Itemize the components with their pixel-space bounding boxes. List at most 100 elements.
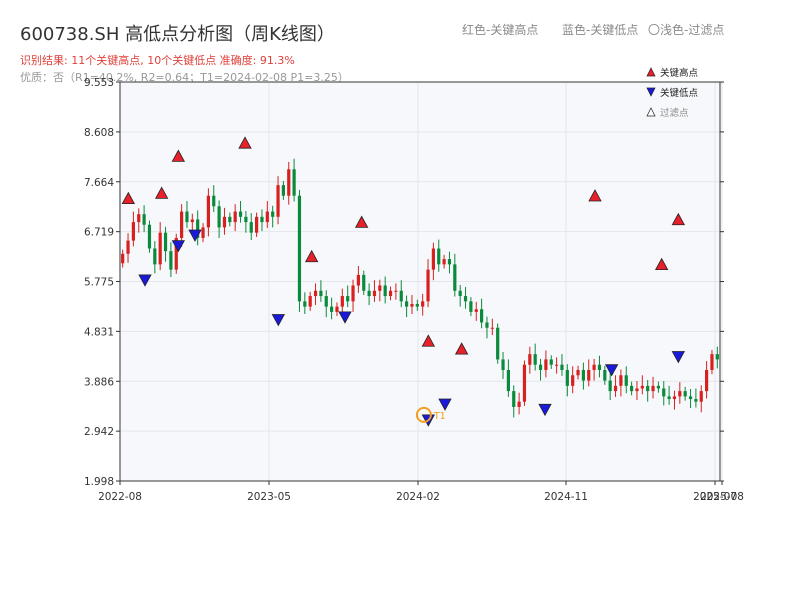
- candle-body: [512, 391, 516, 407]
- legend-top-filtered: 〇浅色-过滤点: [648, 23, 725, 37]
- candle-body: [533, 354, 537, 365]
- candle-body: [228, 216, 232, 223]
- candle-body: [383, 285, 387, 297]
- key-high-marker: [421, 334, 436, 347]
- key-low-marker: [171, 240, 186, 253]
- legend-top-high: 红色-关键高点: [462, 23, 539, 37]
- y-tick-label: 1.998: [84, 476, 114, 488]
- candle-body: [233, 211, 237, 223]
- candle-body: [592, 364, 596, 370]
- candle-body: [544, 359, 548, 370]
- candle-body: [126, 240, 130, 254]
- candle-body: [185, 211, 189, 223]
- candle-body: [281, 185, 285, 196]
- candle-body: [421, 301, 425, 307]
- candle-body: [335, 306, 339, 312]
- key-high-marker: [671, 212, 686, 226]
- candle-body: [458, 290, 462, 297]
- candle-body: [153, 248, 157, 265]
- y-tick-label: 3.886: [84, 376, 114, 388]
- candle-body: [651, 385, 655, 392]
- candle-body: [362, 274, 366, 291]
- candle-body: [571, 375, 575, 386]
- candle-body: [490, 327, 494, 329]
- candle-body: [287, 169, 291, 196]
- candle-body: [163, 232, 168, 252]
- candle-body: [249, 222, 253, 233]
- candle-body: [447, 259, 452, 265]
- x-tick-label: 2025-08: [700, 491, 744, 503]
- candle-body: [624, 375, 628, 386]
- candle-body: [201, 227, 205, 238]
- candle-body: [501, 359, 505, 370]
- legend-label: 关键低点: [660, 87, 699, 99]
- key-low-marker: [271, 314, 286, 327]
- key-high-marker: [354, 215, 369, 228]
- candle-body: [587, 369, 591, 381]
- candle-body: [453, 264, 457, 291]
- candle-body: [292, 169, 296, 196]
- candle-body: [442, 259, 446, 265]
- candle-body: [485, 322, 489, 328]
- legend-marker: [646, 67, 656, 77]
- candle-body: [222, 216, 227, 228]
- candle-body: [635, 388, 639, 392]
- candle-body: [608, 380, 612, 392]
- candle-body: [378, 285, 382, 291]
- t1-circle: [415, 406, 432, 423]
- candle-body: [474, 309, 478, 312]
- candle-body: [260, 216, 264, 223]
- legend-marker: [646, 107, 656, 117]
- candle-body: [356, 274, 360, 286]
- candle-body: [538, 364, 543, 370]
- candle-body: [271, 211, 275, 217]
- x-tick-label: 2023-05: [247, 491, 291, 503]
- candle-body: [672, 396, 677, 400]
- candle-body: [603, 369, 607, 381]
- quality-summary: 优质：否（R1=40.2%, R2=0.64；T1=2024-02-08 P1=…: [20, 71, 349, 84]
- candle-body: [212, 195, 216, 207]
- candle-body: [303, 301, 307, 307]
- candle-body: [640, 385, 644, 389]
- candle-body: [399, 290, 403, 302]
- candle-body: [324, 296, 328, 307]
- candle-body: [351, 285, 355, 302]
- candle-body: [656, 385, 660, 389]
- candle-body: [313, 290, 318, 297]
- candle-body: [415, 303, 419, 307]
- candle-body: [319, 290, 323, 297]
- candle-body: [565, 369, 569, 386]
- candle-body: [410, 303, 414, 307]
- candle-body: [174, 237, 178, 270]
- candle-body: [528, 354, 532, 365]
- candle-body: [169, 251, 173, 270]
- candle-body: [549, 359, 553, 365]
- candle-body: [137, 214, 141, 223]
- candle-body: [480, 309, 484, 323]
- candle-body: [710, 354, 714, 370]
- candle-body: [646, 385, 650, 392]
- candle-body: [265, 211, 269, 223]
- candle-body: [330, 306, 334, 312]
- y-tick-label: 4.831: [84, 326, 114, 338]
- candle-body: [683, 391, 687, 397]
- candle-body: [469, 301, 473, 312]
- candle-body: [388, 290, 393, 297]
- candle-body: [206, 195, 210, 228]
- candle-body: [576, 369, 580, 376]
- key-high-marker: [588, 189, 602, 202]
- candle-body: [276, 185, 280, 217]
- candle-body: [715, 354, 719, 360]
- candle-body: [619, 375, 623, 386]
- y-tick-label: 7.664: [84, 177, 114, 189]
- candle-body: [142, 214, 146, 225]
- key-low-marker: [338, 311, 352, 324]
- candle-body: [630, 385, 634, 392]
- result-summary: 识别结果: 11个关键高点, 10个关键低点 准确度: 91.3%: [20, 54, 295, 67]
- candle-body: [147, 224, 152, 249]
- key-high-marker: [304, 249, 319, 263]
- key-high-marker: [121, 191, 136, 205]
- candle-body: [431, 248, 435, 270]
- candle-body: [705, 369, 709, 392]
